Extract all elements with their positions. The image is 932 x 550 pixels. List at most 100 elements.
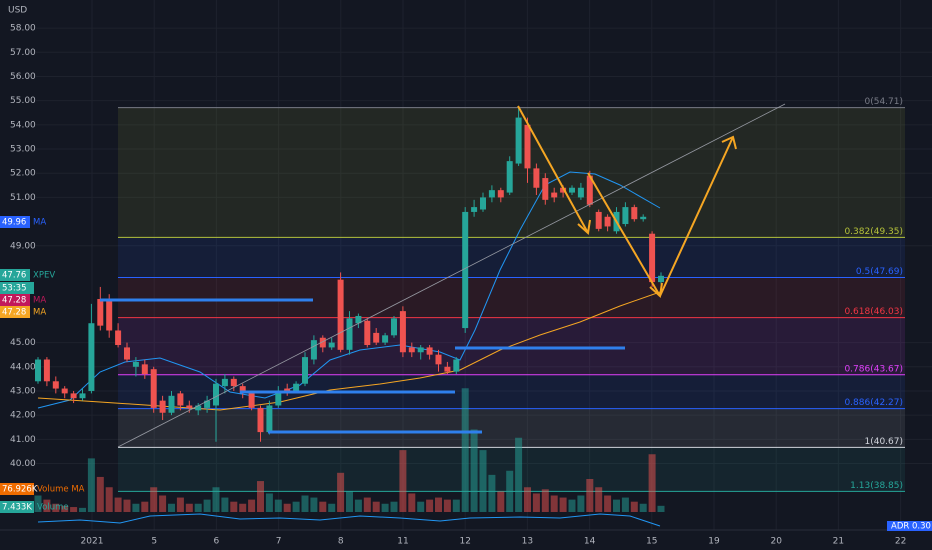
volume-bar (443, 499, 451, 512)
price-tags: 49.96 MA 47.76 XPEV 53:35 47.28 MA 47.28 MA 76.92… (0, 216, 85, 513)
volume-bar (390, 501, 398, 512)
volume-bar (292, 501, 300, 512)
volume-bar (132, 503, 140, 512)
zones (100, 298, 625, 434)
volume-bar (595, 487, 603, 512)
tag-name: Volume MA (37, 485, 85, 495)
arrow (587, 172, 661, 297)
fib-zone (118, 237, 905, 278)
volume-bar (96, 476, 104, 512)
candle-body (640, 216, 647, 220)
candle-body (70, 393, 77, 399)
candle-body (586, 175, 593, 205)
volume-bar (123, 499, 131, 512)
candle-body (577, 187, 584, 198)
candle-body (159, 400, 166, 413)
volume-bar (265, 493, 273, 512)
candle-body (115, 330, 122, 345)
arrows (517, 105, 737, 298)
candle-body (293, 383, 300, 391)
x-tick-label: 11 (397, 537, 408, 547)
volume-bar (479, 450, 487, 512)
fibonacci: 0(54.71) 0.382(49.35) 0.5(47.69) 0.618(46.0… (118, 97, 905, 492)
volume-bar (639, 503, 647, 512)
tag-name: MA (33, 308, 46, 318)
volume-bar (372, 501, 380, 512)
fib-label: 1.13(38.85) (850, 481, 903, 491)
volume-bar (630, 501, 638, 512)
candle-body (524, 124, 531, 169)
candle-body (462, 211, 469, 329)
volume-bar (221, 497, 229, 512)
candle-body (604, 216, 611, 227)
tag-name: MA (33, 218, 46, 228)
volume-bar (568, 499, 576, 512)
candle-body (328, 342, 335, 348)
tag-value: 76.926K (2, 485, 38, 495)
volume-bar (141, 501, 149, 512)
candle-body (444, 366, 451, 372)
volume-bar (337, 472, 345, 512)
volume-bar (577, 495, 585, 512)
candle-body (61, 388, 68, 394)
volume-bar (248, 499, 256, 512)
volume-bar (381, 503, 389, 512)
fib-label: 1(40.67) (864, 437, 903, 447)
candle-body (124, 347, 130, 360)
volume-bar (488, 474, 496, 512)
candle-body (551, 192, 558, 198)
volume-bar (34, 495, 42, 512)
candles (35, 107, 664, 442)
candle-body (195, 405, 202, 411)
candle-body (319, 337, 326, 348)
x-tick-label: 22 (895, 537, 906, 547)
candle-body (275, 390, 282, 406)
y-tick-label: 53.00 (10, 145, 36, 155)
volume-bar (310, 497, 318, 512)
x-tick-label: 6 (214, 537, 220, 547)
volume-bar (435, 497, 442, 512)
y-tick-label: 56.00 (10, 72, 36, 82)
y-tick-label: 44.00 (10, 362, 36, 372)
candle-body (560, 187, 567, 193)
fib-label: 0.5(47.69) (856, 267, 903, 277)
volume-bar (354, 499, 362, 512)
candle-body (453, 359, 460, 372)
volume-bar (257, 481, 264, 512)
volume-bar (497, 491, 505, 512)
fib-label: 0.786(43.67) (844, 364, 903, 374)
y-tick-label: 40.00 (10, 459, 36, 469)
tag-value: 49.96 (2, 218, 26, 228)
volume (34, 388, 665, 512)
candle-body (364, 320, 371, 345)
candle-body (43, 359, 50, 382)
candle-body (355, 315, 362, 324)
volume-bar (203, 499, 211, 512)
candle-body (417, 347, 424, 353)
tag-name: XPEV (33, 271, 55, 281)
volume-bar (532, 493, 540, 512)
volume-bar (363, 497, 371, 512)
candle-body (132, 361, 139, 367)
volume-bar (399, 450, 407, 512)
x-tick-label: 2021 (81, 537, 104, 547)
volume-bar (319, 501, 327, 512)
candle-body (408, 347, 415, 353)
tag-bg (0, 282, 34, 294)
candle-body (391, 318, 397, 336)
adr-tag: ADR 0.30 (887, 521, 932, 532)
candle-body (506, 161, 513, 193)
candle-body (426, 347, 433, 355)
volume-bar (586, 479, 594, 512)
candle-body (97, 299, 104, 326)
candle-body (221, 378, 228, 387)
candle-body (435, 354, 442, 365)
volume-bar (515, 437, 523, 512)
volume-bar (461, 388, 469, 512)
tag-bg (0, 269, 30, 281)
volume-bar (648, 454, 656, 512)
candle-body (141, 364, 148, 375)
adr-name: ADR (891, 522, 909, 532)
volume-bar (550, 495, 558, 512)
